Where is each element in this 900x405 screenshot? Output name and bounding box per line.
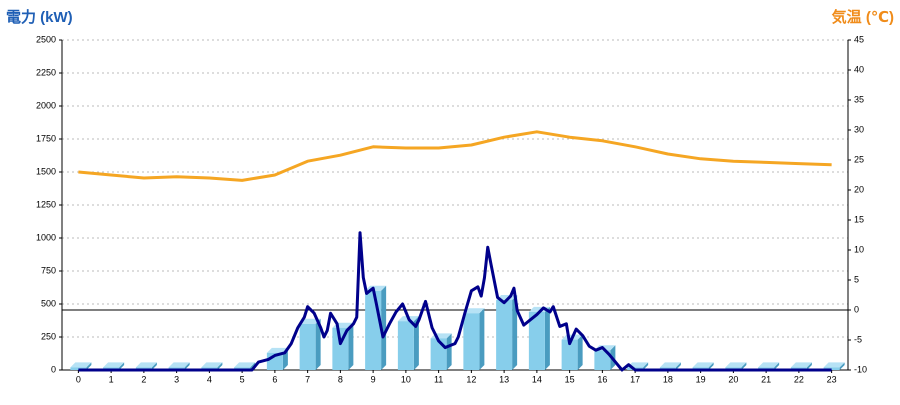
y-tick-label: 2250	[36, 67, 56, 77]
y2-tick-label: 25	[854, 154, 864, 164]
y-tick-label: 2000	[36, 100, 56, 110]
y2-tick-label: 30	[854, 124, 864, 134]
bar-side	[544, 306, 550, 370]
bar-side	[381, 285, 387, 370]
y2-axis-title: 気温 (℃)	[832, 8, 894, 26]
bar-top	[725, 362, 747, 368]
x-tick-label: 8	[338, 374, 343, 384]
bar-top	[790, 362, 812, 368]
x-tick-label: 1	[109, 374, 114, 384]
bar-side	[839, 362, 845, 370]
y2-tick-label: -10	[854, 364, 867, 374]
bar	[561, 339, 578, 370]
bar-side	[86, 362, 92, 370]
y2-tick-label: 15	[854, 214, 864, 224]
bar	[365, 290, 382, 370]
bar	[299, 323, 316, 370]
y2-tick-label: 5	[854, 274, 859, 284]
x-tick-label: 2	[141, 374, 146, 384]
bar-top	[299, 318, 321, 324]
bar-top	[168, 362, 190, 368]
bar-top	[135, 362, 157, 368]
bar-side	[774, 362, 780, 370]
y-tick-label: 750	[41, 265, 56, 275]
y2-tick-label: 35	[854, 94, 864, 104]
y2-tick-label: 20	[854, 184, 864, 194]
bar-top	[659, 362, 681, 368]
bar-side	[806, 362, 812, 370]
bar-side	[217, 362, 223, 370]
x-tick-label: 22	[794, 374, 804, 384]
x-tick-label: 19	[696, 374, 706, 384]
bar	[397, 321, 414, 370]
bar-side	[446, 333, 452, 370]
x-tick-label: 12	[466, 374, 476, 384]
x-tick-label: 18	[663, 374, 673, 384]
y-tick-label: 500	[41, 298, 56, 308]
x-tick-label: 0	[76, 374, 81, 384]
bar-side	[250, 362, 256, 370]
x-tick-label: 21	[761, 374, 771, 384]
x-tick-label: 11	[434, 374, 443, 384]
x-tick-label: 23	[827, 374, 837, 384]
y-axis-title: 電力 (kW)	[6, 8, 73, 26]
x-tick-label: 13	[499, 374, 509, 384]
bar-side	[643, 362, 649, 370]
bar	[496, 300, 513, 370]
bar-side	[184, 362, 190, 370]
bar-side	[675, 362, 681, 370]
bar	[594, 350, 611, 370]
x-tick-label: 16	[597, 374, 607, 384]
bar-top	[463, 308, 485, 314]
bar-top	[692, 362, 714, 368]
x-tick-label: 6	[272, 374, 277, 384]
x-tick-label: 20	[728, 374, 738, 384]
bar-side	[348, 322, 354, 370]
bar-side	[708, 362, 714, 370]
y2-tick-label: 0	[854, 304, 859, 314]
bar-side	[151, 362, 157, 370]
y-tick-label: 0	[51, 364, 56, 374]
y-tick-label: 1000	[36, 232, 56, 242]
bar-side	[479, 308, 485, 370]
bar-top	[266, 347, 288, 353]
x-tick-label: 5	[240, 374, 245, 384]
bar-top	[823, 362, 845, 368]
y-tick-label: 1250	[36, 199, 56, 209]
bar-top	[201, 362, 223, 368]
temperature-line	[78, 130, 832, 182]
x-tick-label: 10	[401, 374, 411, 384]
bar-side	[119, 362, 125, 370]
bar-side	[577, 334, 583, 370]
x-tick-label: 3	[174, 374, 179, 384]
x-tick-label: 7	[305, 374, 310, 384]
bar-top	[103, 362, 125, 368]
y-tick-label: 1500	[36, 166, 56, 176]
bar-top	[70, 362, 92, 368]
y2-tick-label: 40	[854, 64, 864, 74]
y-tick-label: 2500	[36, 34, 56, 44]
x-tick-label: 4	[207, 374, 212, 384]
bar-top	[234, 362, 256, 368]
bar-side	[413, 316, 419, 370]
y-tick-label: 250	[41, 331, 56, 341]
bar-side	[512, 295, 518, 370]
y-tick-label: 1750	[36, 133, 56, 143]
bar	[528, 311, 545, 370]
bar-side	[741, 362, 747, 370]
power-line	[78, 231, 832, 372]
y2-tick-label: 45	[854, 34, 864, 44]
bar	[463, 313, 480, 370]
x-tick-label: 14	[532, 374, 542, 384]
y2-tick-label: 10	[854, 244, 864, 254]
x-tick-label: 17	[630, 374, 640, 384]
x-tick-label: 9	[371, 374, 376, 384]
bar-side	[315, 318, 321, 370]
y2-tick-label: -5	[854, 334, 862, 344]
bar-top	[758, 362, 780, 368]
x-tick-label: 15	[565, 374, 575, 384]
